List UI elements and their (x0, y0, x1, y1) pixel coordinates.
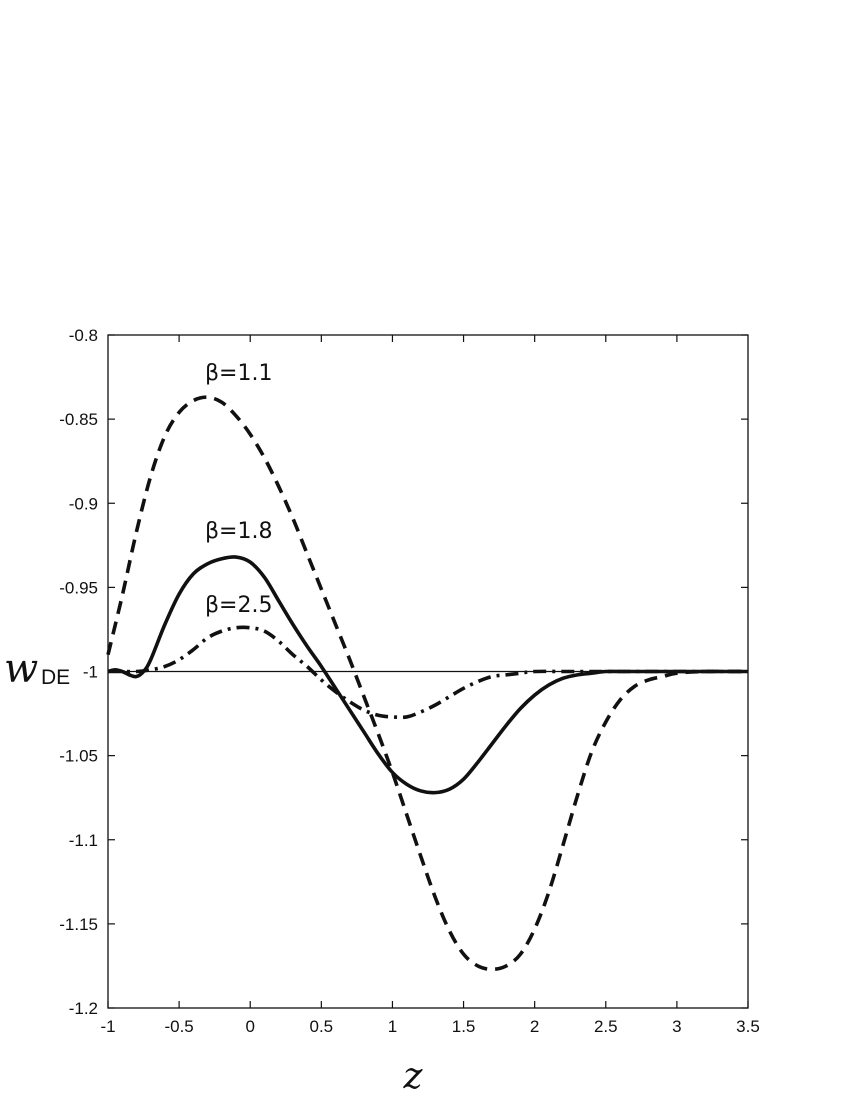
x-tick-label: -0.5 (164, 1017, 193, 1036)
y-axis-label: w (4, 646, 38, 692)
y-tick-label: -0.85 (59, 410, 98, 429)
series-label-beta-2-5: β=2.5 (205, 593, 272, 618)
y-tick-label: -0.8 (69, 326, 98, 345)
x-tick-label: 1.5 (452, 1017, 476, 1036)
series-label-beta-1-8: β=1.8 (205, 519, 272, 544)
y-tick-label: -1 (83, 663, 98, 682)
y-tick-label: -1.2 (69, 999, 98, 1018)
y-axis-label-subscript: DE (41, 666, 70, 689)
x-tick-label: 3.5 (736, 1017, 760, 1036)
x-tick-label: 3 (672, 1017, 681, 1036)
x-tick-label: 0.5 (310, 1017, 334, 1036)
y-tick-label: -1.05 (59, 747, 98, 766)
series-line-solid (107, 555, 748, 795)
series-label-beta-1-1: β=1.1 (205, 361, 272, 386)
x-tick-label: 2.5 (594, 1017, 618, 1036)
x-axis-label: z (403, 1056, 424, 1097)
y-tick-label: -0.95 (59, 578, 98, 597)
y-tick-label: -1.1 (69, 831, 98, 850)
x-tick-label: 2 (530, 1017, 539, 1036)
x-tick-label: -1 (100, 1017, 115, 1036)
x-tick-label: 0 (245, 1017, 254, 1036)
series-line-dash-dot (108, 625, 748, 720)
x-tick-label: 1 (388, 1017, 397, 1036)
y-tick-label: -0.9 (69, 494, 98, 513)
y-tick-label: -1.15 (59, 915, 98, 934)
series-line-dashed (106, 395, 749, 972)
